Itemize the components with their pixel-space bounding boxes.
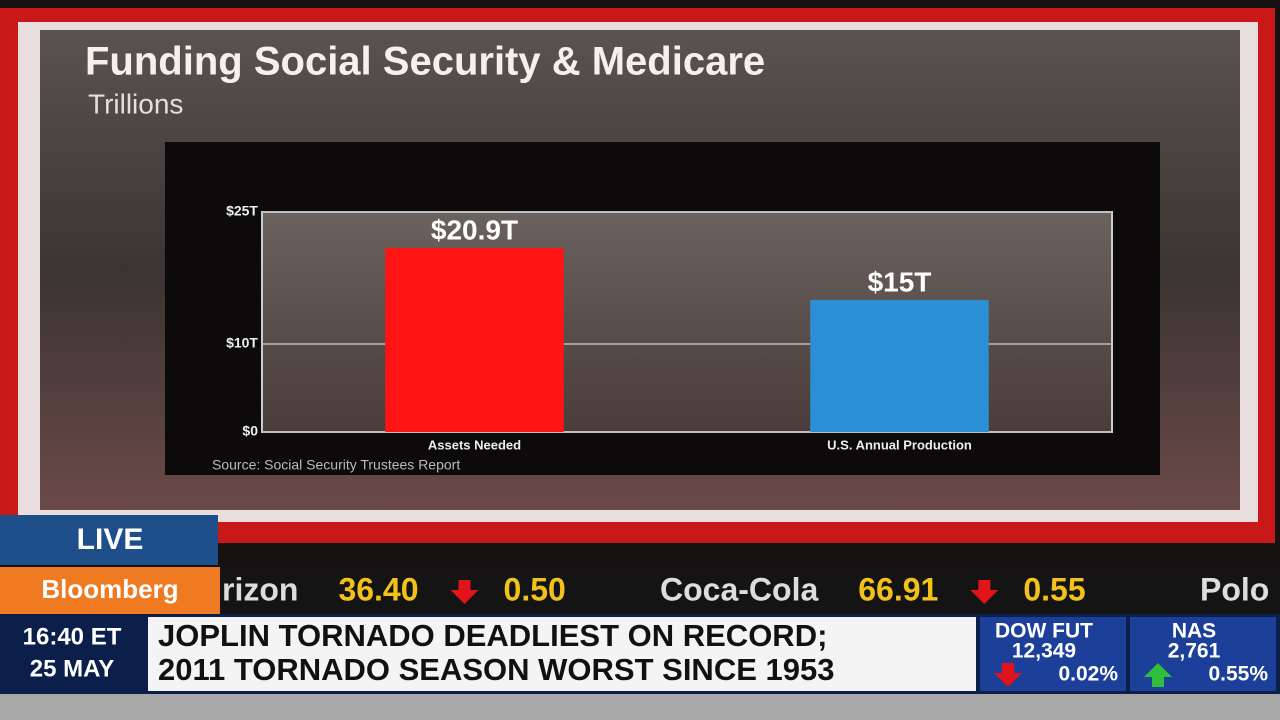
ticker-price: 36.40 — [338, 571, 418, 607]
value-label: $20.9T — [431, 214, 518, 245]
chart-subtitle: Trillions — [88, 88, 183, 119]
bottom-strip — [0, 694, 1280, 720]
brand-box — [0, 567, 220, 614]
arrow-down — [450, 580, 479, 604]
arrow-down — [994, 663, 1022, 687]
x-tick-label: U.S. Annual Production — [827, 437, 972, 452]
ticker-change: 0.50 — [504, 571, 566, 607]
date: 25 MAY — [30, 655, 115, 682]
y-tick-label: $10T — [226, 335, 258, 351]
live-box — [0, 515, 218, 565]
source: Source: Social Security Trustees Report — [212, 457, 460, 473]
bar — [385, 248, 564, 432]
chart: $0 $10T $25T Assets Needed $20.9T U.S. Annual… — [226, 203, 1112, 452]
index-change: 0.55% — [1208, 663, 1268, 686]
time: 16:40 ET — [23, 623, 122, 650]
live-label: LIVE — [77, 523, 144, 556]
index-name: DOW FUT — [995, 620, 1093, 643]
arrow-down — [970, 580, 999, 604]
index-change: 0.02% — [1058, 663, 1118, 686]
ticker-change: 0.55 — [1023, 571, 1085, 607]
index-value: 2,761 — [1168, 640, 1221, 663]
brand: Bloomberg — [41, 574, 178, 604]
chart-title: Funding Social Security & Medicare — [85, 40, 765, 84]
headline: JOPLIN TORNADO DEADLIEST ON RECORD; — [158, 618, 827, 653]
ticker-price: 66.91 — [858, 571, 938, 607]
ticker-name: rizon — [222, 571, 298, 607]
headline-box — [148, 617, 976, 691]
ticker-name: Polo — [1200, 571, 1269, 607]
value-label: $15T — [868, 266, 932, 297]
index-value: 12,349 — [1012, 640, 1076, 663]
headline: 2011 TORNADO SEASON WORST SINCE 1953 — [158, 652, 834, 687]
ticker: rizon 36.40 0.50 Coca-Cola 66.91 0.55 Polo — [222, 571, 1269, 607]
y-tick-label: $0 — [242, 423, 258, 439]
index-name: NAS — [1172, 620, 1216, 643]
ticker-name: Coca-Cola — [660, 571, 818, 607]
arrow-up — [1144, 663, 1172, 687]
bar — [810, 300, 989, 432]
y-tick-label: $25T — [226, 203, 258, 219]
x-tick-label: Assets Needed — [428, 437, 521, 452]
